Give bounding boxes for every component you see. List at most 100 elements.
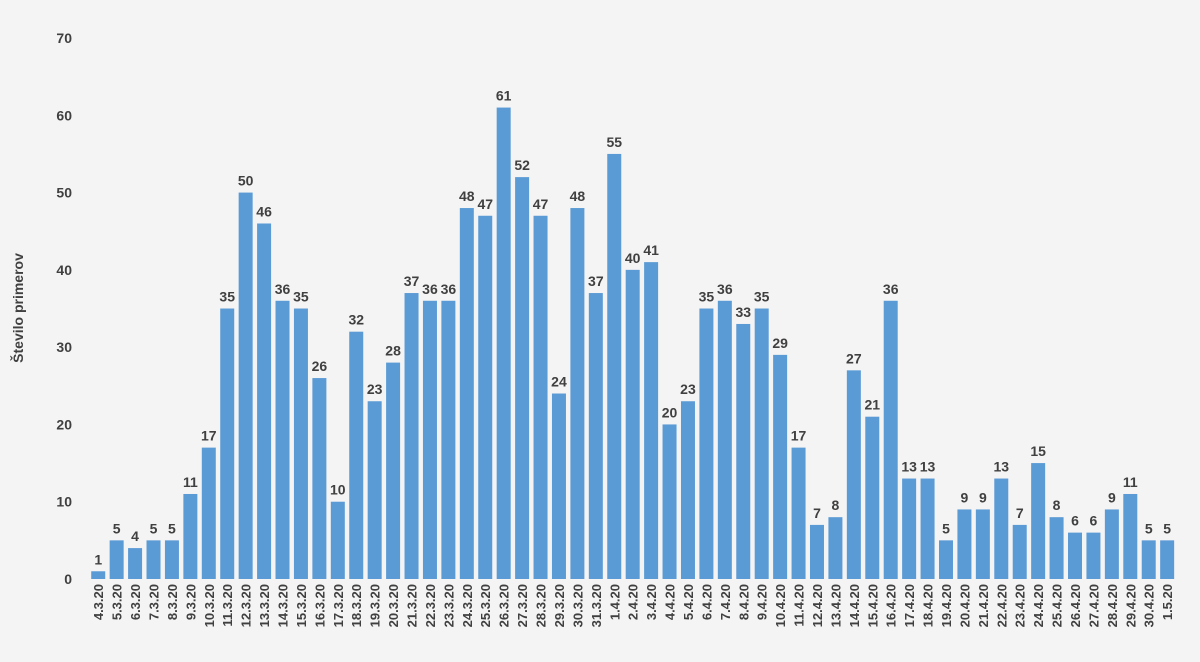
x-tick-label: 13.3.20 — [257, 584, 272, 627]
x-tick-label: 19.3.20 — [368, 584, 383, 627]
bar — [883, 300, 898, 579]
bar — [1012, 524, 1027, 579]
data-label: 9 — [1108, 489, 1116, 505]
data-label: 11 — [183, 474, 198, 490]
bar — [1160, 540, 1175, 579]
bar — [238, 192, 253, 580]
x-tick-label: 4.3.20 — [91, 584, 106, 620]
x-tick-label: 6.4.20 — [699, 584, 714, 620]
data-label: 17 — [201, 428, 217, 444]
x-tick-label: 29.3.20 — [552, 584, 567, 627]
bar — [91, 571, 106, 579]
x-tick-label: 15.3.20 — [294, 584, 309, 627]
x-tick-label: 17.3.20 — [331, 584, 346, 627]
bar — [183, 493, 198, 579]
bar — [662, 424, 677, 579]
data-label: 7 — [813, 505, 821, 521]
bar — [957, 509, 972, 579]
bar — [994, 478, 1009, 579]
bar — [422, 300, 437, 579]
bar — [533, 215, 548, 579]
bar — [754, 308, 769, 579]
x-tick-label: 31.3.20 — [589, 584, 604, 627]
bar — [773, 354, 788, 579]
data-label: 36 — [422, 281, 438, 297]
data-label: 52 — [514, 157, 530, 173]
x-tick-label: 30.3.20 — [570, 584, 585, 627]
data-label: 7 — [1016, 505, 1024, 521]
data-label: 23 — [680, 381, 696, 397]
data-label: 13 — [901, 459, 917, 475]
data-label: 5 — [1163, 520, 1171, 536]
x-tick-label: 22.4.20 — [994, 584, 1009, 627]
data-label: 50 — [238, 173, 254, 189]
data-label: 5 — [1145, 520, 1153, 536]
x-tick-label: 12.3.20 — [239, 584, 254, 627]
x-tick-label: 7.4.20 — [718, 584, 733, 620]
x-tick-label: 8.4.20 — [736, 584, 751, 620]
data-label: 10 — [330, 482, 346, 498]
x-tick-label: 24.4.20 — [1031, 584, 1046, 627]
bar — [128, 548, 143, 579]
bar — [846, 370, 861, 579]
x-tick-label: 18.3.20 — [349, 584, 364, 627]
y-tick-label: 10 — [56, 494, 72, 510]
x-tick-label: 24.3.20 — [460, 584, 475, 627]
bar — [459, 208, 474, 579]
data-label: 24 — [551, 374, 567, 390]
x-tick-label: 10.3.20 — [202, 584, 217, 627]
x-tick-label: 12.4.20 — [810, 584, 825, 627]
x-tick-label: 4.4.20 — [663, 584, 678, 620]
data-label: 8 — [832, 497, 840, 513]
bar — [386, 362, 401, 579]
bar — [1086, 532, 1101, 579]
x-tick-label: 30.4.20 — [1142, 584, 1157, 627]
x-tick-label: 28.4.20 — [1105, 584, 1120, 627]
x-tick-label: 25.3.20 — [478, 584, 493, 627]
data-label: 36 — [441, 281, 457, 297]
data-label: 27 — [846, 350, 862, 366]
bar — [164, 540, 179, 579]
bar — [1104, 509, 1119, 579]
x-tick-label: 23.3.20 — [441, 584, 456, 627]
x-tick-label: 11.4.20 — [792, 584, 807, 627]
y-tick-label: 20 — [56, 416, 72, 432]
bar — [146, 540, 161, 579]
x-tick-label: 16.3.20 — [312, 584, 327, 627]
x-tick-label: 1.5.20 — [1160, 584, 1175, 620]
y-tick-label: 70 — [56, 30, 72, 46]
data-label: 5 — [942, 520, 950, 536]
bar — [478, 215, 493, 579]
x-tick-label: 21.4.20 — [976, 584, 991, 627]
bar — [367, 401, 382, 579]
bar — [791, 447, 806, 579]
data-label: 55 — [606, 134, 622, 150]
bar — [109, 540, 124, 579]
bar — [312, 378, 327, 579]
bar — [588, 293, 603, 579]
x-tick-label: 27.4.20 — [1086, 584, 1101, 627]
data-label: 23 — [367, 381, 383, 397]
bar — [515, 177, 530, 579]
data-label: 5 — [113, 520, 121, 536]
x-tick-label: 14.3.20 — [276, 584, 291, 627]
x-tick-label: 2.4.20 — [626, 584, 641, 620]
bar — [275, 300, 290, 579]
x-tick-label: 21.3.20 — [405, 584, 420, 627]
x-tick-label: 26.3.20 — [497, 584, 512, 627]
bar — [607, 153, 622, 579]
bar — [975, 509, 990, 579]
bar — [865, 416, 880, 579]
data-label: 29 — [772, 335, 788, 351]
data-label: 33 — [735, 304, 751, 320]
x-tick-label: 7.3.20 — [147, 584, 162, 620]
x-tick-label: 5.4.20 — [681, 584, 696, 620]
x-tick-label: 25.4.20 — [1050, 584, 1065, 627]
bar — [441, 300, 456, 579]
x-tick-label: 15.4.20 — [865, 584, 880, 627]
data-label: 37 — [404, 273, 420, 289]
data-label: 13 — [993, 459, 1009, 475]
bar — [625, 269, 640, 579]
bar — [220, 308, 235, 579]
